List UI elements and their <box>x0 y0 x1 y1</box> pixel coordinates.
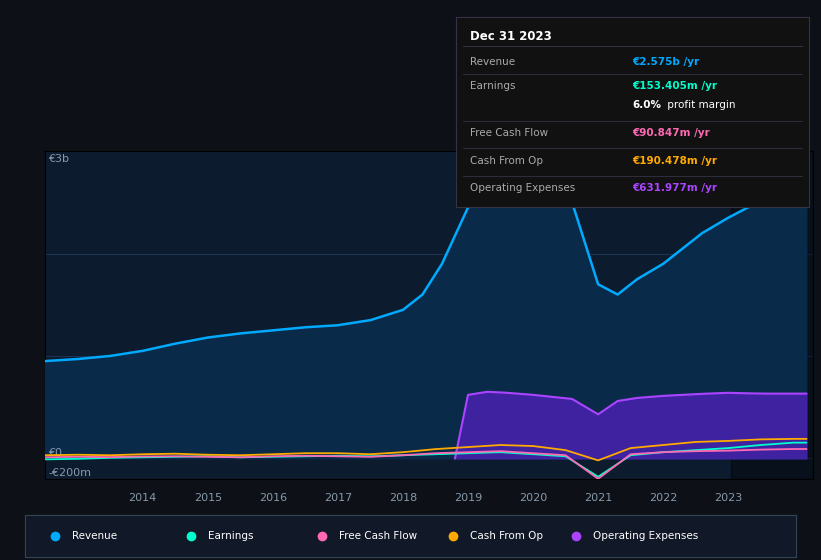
Text: 2022: 2022 <box>649 493 677 503</box>
Text: 6.0%: 6.0% <box>632 100 661 110</box>
Text: €3b: €3b <box>48 154 70 164</box>
Text: 2017: 2017 <box>323 493 352 503</box>
Text: 2020: 2020 <box>519 493 547 503</box>
Text: €631.977m /yr: €631.977m /yr <box>632 183 718 193</box>
Bar <box>732 151 813 479</box>
Text: Operating Expenses: Operating Expenses <box>470 183 575 193</box>
Text: Earnings: Earnings <box>470 81 516 91</box>
Text: Cash From Op: Cash From Op <box>470 156 543 166</box>
Text: 2015: 2015 <box>194 493 222 503</box>
Text: Free Cash Flow: Free Cash Flow <box>470 128 548 138</box>
Text: profit margin: profit margin <box>664 100 736 110</box>
Text: 2019: 2019 <box>454 493 482 503</box>
Text: 2016: 2016 <box>259 493 287 503</box>
Text: Cash From Op: Cash From Op <box>470 531 543 541</box>
Text: €2.575b /yr: €2.575b /yr <box>632 58 699 68</box>
Text: Dec 31 2023: Dec 31 2023 <box>470 30 552 43</box>
Text: 2023: 2023 <box>714 493 742 503</box>
Text: Revenue: Revenue <box>72 531 117 541</box>
Text: €0: €0 <box>48 447 62 458</box>
Text: Earnings: Earnings <box>208 531 253 541</box>
Text: 2014: 2014 <box>129 493 157 503</box>
Text: €153.405m /yr: €153.405m /yr <box>632 81 718 91</box>
Text: €190.478m /yr: €190.478m /yr <box>632 156 718 166</box>
Text: €90.847m /yr: €90.847m /yr <box>632 128 710 138</box>
Text: Free Cash Flow: Free Cash Flow <box>339 531 417 541</box>
Text: 2021: 2021 <box>584 493 612 503</box>
Text: Operating Expenses: Operating Expenses <box>594 531 699 541</box>
Text: Revenue: Revenue <box>470 58 515 68</box>
Text: 2018: 2018 <box>389 493 417 503</box>
Text: -€200m: -€200m <box>48 468 91 478</box>
